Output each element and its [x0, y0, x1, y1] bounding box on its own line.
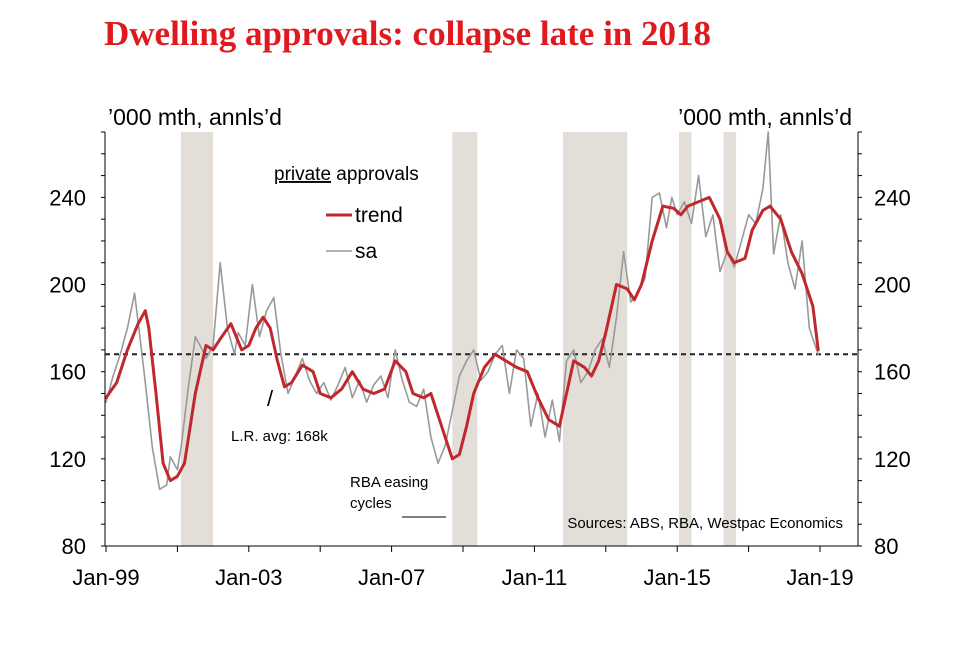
easing-band-3: [678, 132, 692, 546]
y-tick-label-right: 160: [874, 360, 911, 385]
y-tick-label-right: 80: [874, 534, 898, 559]
y-tick-label-right: 200: [874, 273, 911, 298]
source-note: Sources: ABS, RBA, Westpac Economics: [567, 515, 843, 532]
legend-trend-label: trend: [355, 204, 403, 227]
legend-title-rest: approvals: [331, 164, 419, 185]
x-tick-label: Jan-15: [644, 565, 711, 590]
x-tick-label: Jan-03: [215, 565, 282, 590]
legend-title-underlined: private: [274, 164, 331, 185]
easing-cycle-bands: [180, 132, 737, 546]
x-tick-label: Jan-99: [72, 565, 139, 590]
easing-label-line1: RBA easing: [350, 474, 428, 491]
left-unit-label: ’000 mth, annls’d: [108, 104, 282, 130]
easing-label-line2: cycles: [350, 495, 392, 512]
y-tick-label-left: 160: [49, 360, 86, 385]
series-trend-line: [104, 195, 820, 483]
right-unit-label: ’000 mth, annls’d: [678, 104, 852, 130]
y-tick-label-right: 240: [874, 185, 911, 210]
easing-band-4: [723, 132, 737, 546]
easing-band-2: [562, 132, 628, 546]
chart-title: Dwelling approvals: collapse late in 201…: [104, 14, 712, 53]
easing-band-1: [452, 132, 478, 546]
lr-avg-label: L.R. avg: 168k: [231, 428, 328, 445]
legend: private approvals trend sa: [274, 164, 419, 263]
y-tick-label-left: 120: [49, 447, 86, 472]
x-tick-label: Jan-07: [358, 565, 425, 590]
lr-avg-marker: /: [267, 386, 274, 411]
series-lines: [104, 131, 820, 491]
series-sa-line: [105, 131, 819, 491]
y-tick-label-left: 200: [49, 273, 86, 298]
x-tick-label: Jan-11: [502, 565, 568, 590]
y-tick-label-left: 240: [49, 185, 86, 210]
legend-sa-label: sa: [355, 240, 378, 263]
x-tick-label: Jan-19: [786, 565, 853, 590]
y-tick-label-left: 80: [62, 534, 86, 559]
plot-frame: [104, 132, 859, 547]
y-tick-label-right: 120: [874, 447, 911, 472]
axis-ticks: 80 120 160 200 240 80 120 160 200 240 Jan-99 Jan-03…: [49, 131, 911, 590]
legend-title: private approvals: [274, 164, 419, 185]
